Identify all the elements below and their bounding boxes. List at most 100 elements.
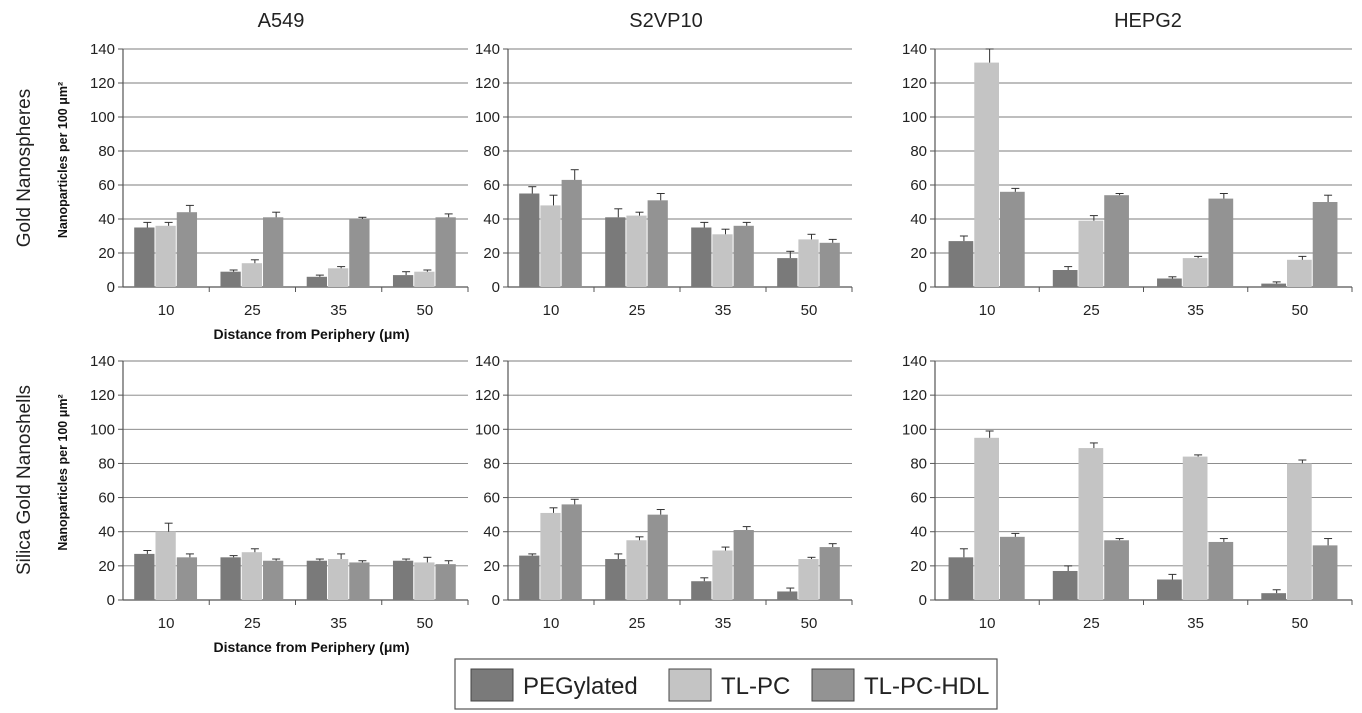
- y-tick-label: 60: [910, 177, 927, 194]
- y-tick-label: 140: [902, 41, 927, 58]
- y-tick-label: 120: [475, 75, 500, 92]
- x-axis-label: Distance from Periphery (μm): [213, 639, 409, 655]
- y-tick-label: 100: [90, 109, 115, 126]
- bar-tl-pc-hdl-35: [733, 530, 754, 600]
- x-tick-label: 35: [1187, 302, 1204, 319]
- y-tick-label: 60: [483, 177, 500, 194]
- x-tick-label: 25: [244, 615, 261, 632]
- bar-pegylated-25: [1052, 570, 1078, 600]
- y-tick-label: 80: [98, 455, 115, 472]
- panel-silica-gold-nanoshells-s2vp10: 0 20 40 60 80 100 120 140 10 25 35 50: [475, 353, 853, 632]
- x-tick-label: 25: [1083, 302, 1100, 319]
- bar-pegylated-50: [1261, 593, 1287, 600]
- bar-pegylated-10: [134, 227, 155, 287]
- bar-tl-pc-25: [1078, 448, 1104, 600]
- panel-gold-nanospheres-s2vp10: 0 20 40 60 80 100 120 140 10 25 35 50: [475, 41, 853, 319]
- y-tick-label: 0: [107, 279, 115, 296]
- y-tick-label: 80: [483, 455, 500, 472]
- y-tick-label: 100: [902, 421, 927, 438]
- x-tick-label: 10: [979, 302, 996, 319]
- x-tick-label: 50: [417, 302, 434, 319]
- bar-tl-pc-25: [626, 215, 647, 287]
- y-tick-label: 100: [902, 109, 927, 126]
- legend-swatch-tl-pc-hdl: [811, 668, 855, 702]
- bar-pegylated-35: [1157, 579, 1182, 600]
- y-tick-label: 20: [910, 245, 927, 262]
- bar-tl-pc-hdl-35: [349, 562, 370, 600]
- bar-tl-pc-25: [241, 552, 263, 600]
- bar-tl-pc-hdl-35: [349, 219, 370, 287]
- bar-tl-pc-10: [155, 225, 176, 287]
- bar-tl-pc-hdl-35: [1208, 541, 1234, 600]
- bar-pegylated-10: [948, 241, 974, 287]
- y-tick-label: 0: [919, 279, 927, 296]
- bar-pegylated-10: [519, 193, 540, 287]
- y-tick-label: 140: [90, 41, 115, 58]
- y-tick-label: 40: [483, 211, 500, 228]
- y-tick-label: 40: [483, 524, 500, 541]
- bar-tl-pc-50: [414, 562, 435, 600]
- x-tick-label: 10: [543, 302, 560, 319]
- bar-pegylated-25: [605, 217, 626, 287]
- bar-pegylated-35: [691, 581, 712, 600]
- y-tick-label: 100: [475, 421, 500, 438]
- bar-tl-pc-25: [241, 263, 263, 287]
- column-title-s2vp10: S2VP10: [629, 10, 702, 32]
- bar-tl-pc-hdl-10: [561, 179, 582, 287]
- bar-pegylated-35: [306, 560, 327, 600]
- bar-tl-pc-hdl-25: [1104, 540, 1129, 600]
- y-tick-label: 60: [98, 490, 115, 507]
- x-tick-label: 50: [1292, 615, 1309, 632]
- legend-swatch-tl-pc: [668, 668, 712, 702]
- bar-tl-pc-hdl-10: [999, 191, 1025, 287]
- bar-tl-pc-hdl-50: [819, 547, 840, 600]
- x-tick-label: 25: [1083, 615, 1100, 632]
- x-tick-label: 25: [244, 302, 261, 319]
- bar-tl-pc-50: [414, 271, 435, 287]
- x-tick-label: 35: [1187, 615, 1204, 632]
- column-title-a549: A549: [258, 10, 305, 32]
- x-tick-label: 50: [801, 615, 818, 632]
- legend-label-tl-pc: TL-PC: [721, 673, 790, 700]
- y-tick-label: 20: [98, 558, 115, 575]
- y-tick-label: 100: [90, 421, 115, 438]
- bar-pegylated-25: [220, 557, 241, 600]
- x-tick-label: 50: [417, 615, 434, 632]
- bar-tl-pc-hdl-35: [1208, 198, 1234, 287]
- panel-gold-nanospheres-hepg2: 0 20 40 60 80 100 120 140 10 25 35 50: [902, 41, 1353, 319]
- legend-frame: [454, 658, 998, 710]
- bar-tl-pc-50: [798, 559, 819, 600]
- bar-pegylated-35: [1157, 278, 1182, 287]
- bar-pegylated-35: [306, 276, 327, 287]
- y-axis-label: Nanoparticles per 100 μm²: [56, 82, 70, 238]
- x-tick-label: 50: [801, 302, 818, 319]
- bar-tl-pc-hdl-10: [561, 504, 582, 600]
- x-tick-label: 35: [330, 302, 347, 319]
- bar-tl-pc-10: [974, 62, 999, 287]
- x-tick-label: 10: [979, 615, 996, 632]
- x-tick-label: 25: [629, 302, 646, 319]
- bar-tl-pc-hdl-50: [1312, 202, 1338, 287]
- y-tick-label: 20: [98, 245, 115, 262]
- y-tick-label: 120: [475, 387, 500, 404]
- row-title-silica-gold-nanoshells: Silica Gold Nanoshells: [14, 385, 35, 575]
- y-tick-label: 120: [902, 75, 927, 92]
- y-tick-label: 20: [483, 245, 500, 262]
- bar-tl-pc-hdl-10: [176, 557, 198, 600]
- bar-pegylated-50: [1261, 283, 1287, 287]
- y-tick-label: 0: [492, 592, 500, 609]
- bar-pegylated-10: [134, 553, 155, 600]
- bar-tl-pc-35: [1182, 258, 1208, 287]
- x-tick-label: 10: [543, 615, 560, 632]
- x-axis-label: Distance from Periphery (μm): [213, 326, 409, 342]
- x-tick-label: 25: [629, 615, 646, 632]
- bar-tl-pc-35: [327, 559, 349, 600]
- bar-pegylated-50: [777, 258, 798, 287]
- column-title-hepg2: HEPG2: [1114, 10, 1182, 32]
- bar-tl-pc-50: [1287, 463, 1312, 600]
- y-tick-label: 80: [910, 455, 927, 472]
- legend-swatch-pegylated: [470, 668, 514, 702]
- bar-pegylated-25: [1052, 270, 1078, 287]
